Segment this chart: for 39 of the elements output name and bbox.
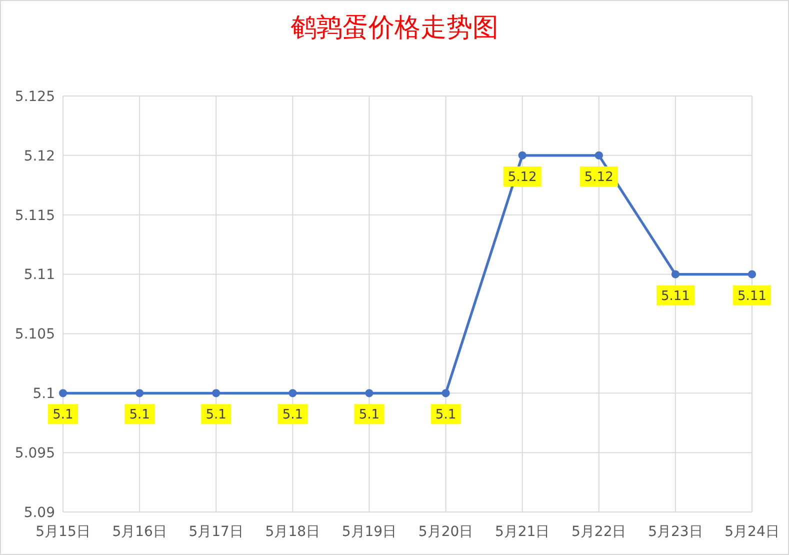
x-tick-label: 5月24日 (724, 524, 780, 540)
point (288, 389, 297, 398)
data-label: 5.1 (206, 408, 226, 423)
x-tick-label: 5月23日 (648, 524, 703, 540)
x-tick-label: 5月22日 (572, 524, 626, 540)
data-label: 5.1 (129, 408, 150, 423)
point (518, 151, 526, 160)
y-tick-label: 5.09 (24, 504, 55, 521)
point (594, 151, 603, 160)
point (748, 270, 756, 278)
x-tick-label: 5月20日 (418, 524, 474, 540)
data-label: 5.12 (584, 170, 614, 185)
x-tick-label: 5月21日 (494, 524, 550, 540)
y-tick-label: 5.115 (14, 208, 55, 224)
point (135, 389, 144, 398)
point (212, 389, 220, 398)
point (58, 389, 68, 398)
data-label: 5.11 (660, 288, 690, 304)
x-tick-label: 5月15日 (36, 524, 90, 540)
data-label: 5.12 (508, 170, 537, 185)
data-label: 5.1 (52, 408, 74, 423)
y-tick-label: 5.12 (24, 148, 55, 164)
y-tick-label: 5.095 (14, 445, 55, 462)
data-label: 5.1 (435, 408, 456, 423)
x-tick-label: 5月18日 (265, 524, 320, 540)
chart-title: 鹌鹑蛋价格走势图 (290, 13, 498, 42)
y-tick-label: 5.11 (24, 267, 55, 284)
y-tick-label: 5.1 (32, 386, 55, 402)
y-tick-label: 5.105 (14, 326, 55, 343)
data-label: 5.1 (282, 408, 304, 423)
point (671, 270, 680, 278)
x-tick-label: 5月16日 (112, 524, 167, 540)
data-label: 5.11 (738, 288, 766, 304)
point (365, 389, 374, 398)
data-label: 5.1 (358, 408, 380, 423)
x-tick-label: 5月19日 (342, 524, 397, 540)
x-tick-label: 5月17日 (188, 524, 244, 540)
point (442, 389, 450, 398)
y-tick-label: 5.125 (14, 88, 55, 105)
